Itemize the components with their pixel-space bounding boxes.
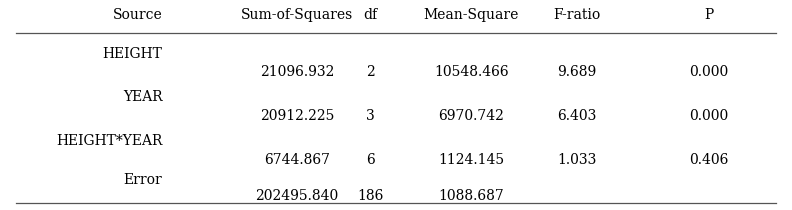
- Text: 10548.466: 10548.466: [434, 66, 508, 79]
- Text: 20912.225: 20912.225: [260, 109, 334, 122]
- Text: 6: 6: [366, 153, 375, 167]
- Text: 21096.932: 21096.932: [260, 66, 334, 79]
- Text: Error: Error: [124, 173, 162, 186]
- Text: 9.689: 9.689: [557, 66, 596, 79]
- Text: 3: 3: [366, 109, 375, 122]
- Text: df: df: [364, 8, 378, 22]
- Text: 0.000: 0.000: [689, 66, 729, 79]
- Text: 1.033: 1.033: [557, 153, 596, 167]
- Text: 6970.742: 6970.742: [438, 109, 505, 122]
- Text: 186: 186: [357, 189, 384, 203]
- Text: HEIGHT*YEAR: HEIGHT*YEAR: [56, 134, 162, 148]
- Text: HEIGHT: HEIGHT: [102, 47, 162, 60]
- Text: 202495.840: 202495.840: [255, 189, 339, 203]
- Text: YEAR: YEAR: [123, 90, 162, 104]
- Text: 2: 2: [366, 66, 375, 79]
- Text: 1088.687: 1088.687: [438, 189, 505, 203]
- Text: F-ratio: F-ratio: [553, 8, 600, 22]
- Text: 6744.867: 6744.867: [264, 153, 330, 167]
- Text: P: P: [704, 8, 714, 22]
- Text: 0.000: 0.000: [689, 109, 729, 122]
- Text: 0.406: 0.406: [689, 153, 729, 167]
- Text: Source: Source: [112, 8, 162, 22]
- Text: Sum-of-Squares: Sum-of-Squares: [241, 8, 353, 22]
- Text: 1124.145: 1124.145: [438, 153, 505, 167]
- Text: Mean-Square: Mean-Square: [424, 8, 519, 22]
- Text: 6.403: 6.403: [557, 109, 596, 122]
